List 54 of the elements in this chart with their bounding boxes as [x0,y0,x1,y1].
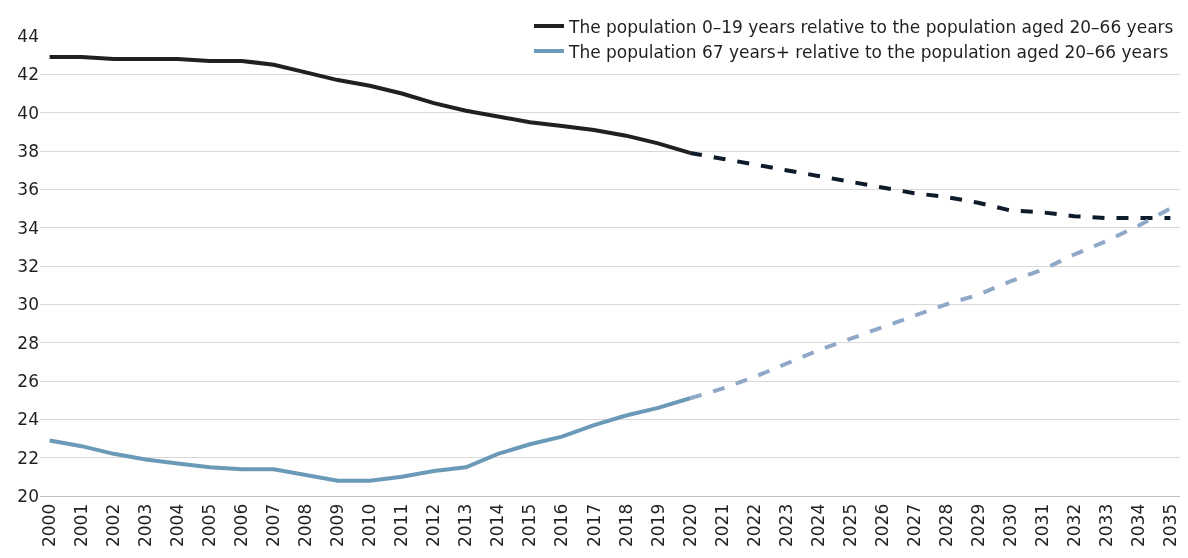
x-tick-label: 2010 [359,503,380,548]
x-tick-label: 2022 [743,503,764,548]
x-tick-label: 2009 [327,503,348,548]
x-tick-label: 2030 [999,503,1020,548]
y-tick-label: 32 [17,255,39,276]
x-tick-label: 2025 [839,503,860,548]
line-series [688,206,1173,401]
x-tick-label: 2021 [711,503,732,548]
x-tick-label: 2019 [647,503,668,548]
x-tick-label: 2023 [775,503,796,548]
x-tick-label: 2018 [615,503,636,548]
x-tick-label: 2005 [199,503,220,548]
x-tick-label: 2004 [167,503,188,548]
x-tick-label: 2034 [1127,503,1148,548]
x-tick-label: 2017 [583,503,604,548]
line-series [688,150,1173,221]
y-tick-label: 34 [17,217,39,238]
x-tick-label: 2027 [903,503,924,548]
x-tick-label: 2020 [679,503,700,548]
y-tick-label: 38 [17,140,39,161]
legend-label: The population 67 years+ relative to the population aged 20–66 years [568,41,1169,62]
x-tick-label: 2001 [71,503,92,548]
y-tick-label: 28 [17,332,39,353]
y-tick-label: 36 [17,179,39,200]
x-tick-label: 2008 [295,503,316,548]
y-tick-label: 40 [17,102,39,123]
x-tick-label: 2012 [423,503,444,548]
x-tick-label: 2031 [1031,503,1052,548]
y-tick-label: 20 [17,485,39,506]
line-series [47,396,693,483]
x-tick-label: 2000 [39,503,60,548]
x-tick-label: 2007 [263,503,284,548]
x-tick-label: 2016 [551,503,572,548]
x-tick-label: 2013 [455,503,476,548]
y-tick-label: 24 [17,409,39,430]
y-tick-label: 26 [17,370,39,391]
x-tick-label: 2035 [1159,503,1180,548]
y-tick-label: 42 [17,64,39,85]
x-tick-label: 2026 [871,503,892,548]
y-tick-label: 30 [17,294,39,315]
x-tick-label: 2002 [103,503,124,548]
x-tick-label: 2032 [1063,503,1084,548]
x-tick-label: 2029 [967,503,988,548]
y-tick-label: 22 [17,447,39,468]
x-tick-label: 2014 [487,503,508,548]
x-tick-label: 2033 [1095,503,1116,548]
x-tick-label: 2028 [935,503,956,548]
x-tick-label: 2024 [807,503,828,548]
x-tick-label: 2006 [231,503,252,548]
legend-label: The population 0–19 years relative to the population aged 20–66 years [568,16,1174,37]
x-tick-label: 2003 [135,503,156,548]
x-tick-label: 2015 [519,503,540,548]
y-tick-label: 44 [17,25,39,46]
x-tick-label: 2011 [391,503,412,548]
